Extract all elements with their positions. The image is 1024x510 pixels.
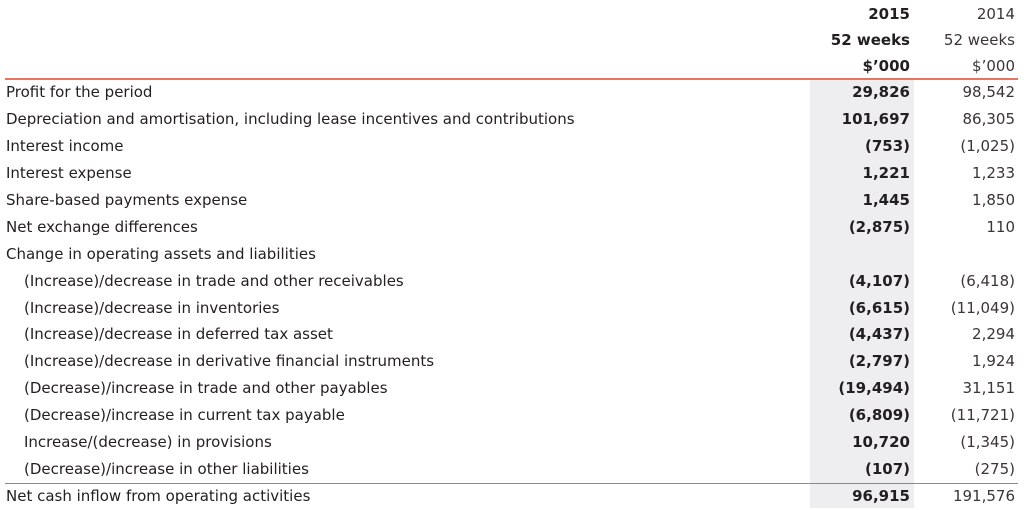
header-unit: $’000 $’000 [0, 53, 1024, 79]
value-2015: (4,107) [848, 271, 910, 290]
row-label: Interest expense [6, 163, 132, 182]
table-row: (Increase)/decrease in deferred tax asse… [0, 321, 1024, 348]
value-2014: 1,924 [972, 352, 1015, 371]
value-2015: (6,809) [848, 406, 910, 425]
table-row: Interest income (753) (1,025) [0, 133, 1024, 160]
row-label: (Decrease)/increase in other liabilities [24, 460, 309, 479]
header-divider [5, 78, 1018, 80]
value-2014: (275) [974, 460, 1015, 479]
value-2014: 191,576 [952, 487, 1015, 506]
table-header: 2015 2014 52 weeks 52 weeks $’000 $’000 [0, 0, 1024, 79]
value-2014: (11,049) [950, 298, 1015, 317]
row-label: Interest income [6, 136, 124, 155]
value-2015: (2,797) [848, 352, 910, 371]
value-2014: 86,305 [962, 109, 1016, 128]
table-row: (Decrease)/increase in trade and other p… [0, 375, 1024, 402]
table-row: Depreciation and amortisation, including… [0, 106, 1024, 133]
table-row: Interest expense 1,221 1,233 [0, 160, 1024, 187]
value-2015: (4,437) [848, 325, 910, 344]
value-2015: (107) [864, 460, 910, 479]
value-2014: 1,850 [972, 190, 1015, 209]
row-label: (Increase)/decrease in derivative financ… [24, 352, 435, 371]
value-2015: (2,875) [848, 217, 910, 236]
total-divider [5, 483, 1018, 484]
row-label: Net exchange differences [6, 217, 198, 236]
value-2014: 110 [986, 217, 1015, 236]
value-2015: (6,615) [848, 298, 910, 317]
table-row: (Increase)/decrease in inventories (6,615… [0, 295, 1024, 322]
header-2015-unit: $’000 [862, 57, 910, 75]
current-year-column-shading [810, 79, 914, 508]
value-2015: 1,221 [862, 163, 910, 182]
row-label: (Increase)/decrease in deferred tax asse… [24, 325, 333, 344]
value-2014: 1,233 [972, 163, 1015, 182]
row-label: Profit for the period [6, 83, 153, 101]
value-2014: 31,151 [962, 379, 1016, 398]
row-label: (Decrease)/increase in current tax payab… [24, 406, 345, 425]
value-2015: 29,826 [852, 83, 910, 101]
table-row: Change in operating assets and liabiliti… [0, 241, 1024, 268]
value-2015: (753) [864, 136, 910, 155]
value-2014: (1,025) [960, 136, 1015, 155]
value-2015: 10,720 [852, 433, 910, 452]
row-label: Depreciation and amortisation, including… [6, 109, 575, 128]
row-label: Share-based payments expense [6, 190, 248, 209]
header-2015-year: 2015 [868, 5, 910, 23]
table-row: Profit for the period 29,826 98,542 [0, 79, 1024, 106]
row-label: (Decrease)/increase in trade and other p… [24, 379, 388, 398]
header-year: 2015 2014 [0, 1, 1024, 27]
value-2014: (6,418) [960, 271, 1015, 290]
value-2015: 1,445 [862, 190, 910, 209]
header-2014-unit: $’000 [972, 57, 1015, 75]
header-2014-period: 52 weeks [943, 31, 1015, 49]
value-2015: 101,697 [841, 109, 910, 128]
table-row: Share-based payments expense 1,445 1,850 [0, 187, 1024, 214]
table-row: (Decrease)/increase in other liabilities… [0, 456, 1024, 483]
row-label: Change in operating assets and liabiliti… [6, 244, 316, 263]
value-2014: (11,721) [950, 406, 1015, 425]
row-label: Net cash inflow from operating activitie… [6, 487, 311, 506]
header-period: 52 weeks 52 weeks [0, 27, 1024, 53]
value-2015: 96,915 [852, 487, 910, 506]
header-2014-year: 2014 [976, 5, 1015, 23]
value-2014: (1,345) [960, 433, 1015, 452]
header-2015-period: 52 weeks [830, 31, 910, 49]
table-row: (Increase)/decrease in derivative financ… [0, 348, 1024, 375]
table-row: Net exchange differences (2,875) 110 [0, 214, 1024, 241]
value-2014: 98,542 [962, 83, 1016, 101]
table-row: (Increase)/decrease in trade and other r… [0, 268, 1024, 295]
table-row: Net cash inflow from operating activitie… [0, 483, 1024, 510]
row-label: Increase/(decrease) in provisions [24, 433, 272, 452]
row-label: (Increase)/decrease in inventories [24, 298, 280, 317]
value-2014: 2,294 [972, 325, 1015, 344]
table-body: Profit for the period 29,826 98,542 Depreci… [0, 79, 1024, 510]
table-row: (Decrease)/increase in current tax payab… [0, 402, 1024, 429]
table-row: Increase/(decrease) in provisions 10,720 (… [0, 429, 1024, 456]
value-2015: (19,494) [838, 379, 910, 398]
row-label: (Increase)/decrease in trade and other r… [24, 271, 404, 290]
